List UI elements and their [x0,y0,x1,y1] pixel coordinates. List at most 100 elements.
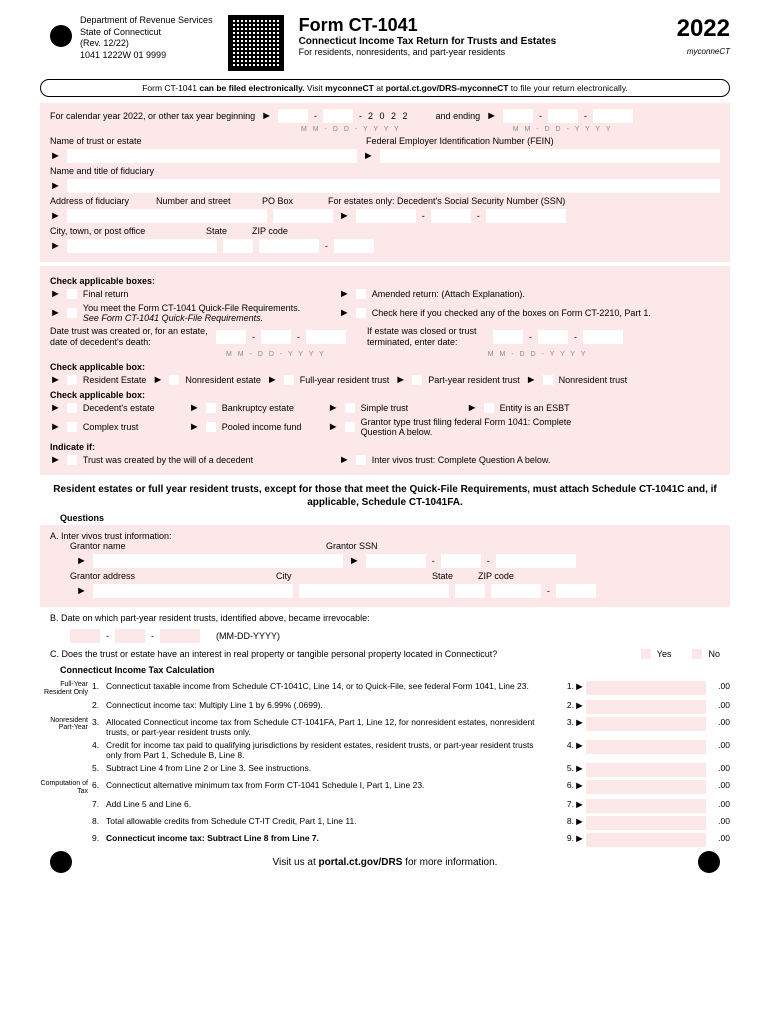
arrow-icon: ► [574,681,586,693]
simple-trust-checkbox[interactable] [345,403,355,413]
begin-mm-input[interactable] [278,109,308,123]
calc-input-2[interactable] [586,700,706,714]
final-return-checkbox[interactable] [67,289,77,299]
end-dd-input[interactable] [548,109,578,123]
zip-label: ZIP code [252,226,288,236]
grantor-addr-input[interactable] [93,584,293,598]
arrow-icon: ► [363,150,374,162]
grantor-type-checkbox[interactable] [345,422,355,432]
closed-label: If estate was closed or trust terminated… [367,326,487,348]
ct2210-checkbox[interactable] [356,308,366,318]
date-hint: M M - D D - Y Y Y Y [513,126,613,133]
resident-estate-checkbox[interactable] [67,375,77,385]
date-hint: M M - D D - Y Y Y Y [488,351,588,358]
calc-input-4[interactable] [586,740,706,754]
zip4-input[interactable] [334,239,374,253]
end-mm-input[interactable] [503,109,533,123]
city-label: City, town, or post office [50,226,200,236]
bankruptcy-checkbox[interactable] [206,403,216,413]
calc-line-1: Full-Year Resident Only 1. Connecticut t… [40,681,730,696]
calc-input-5[interactable] [586,763,706,777]
fullyear-trust-checkbox[interactable] [284,375,294,385]
calc-line-8: 8. Total allowable credits from Schedule… [40,816,730,830]
gssn1-input[interactable] [366,554,426,568]
quickfile-label2: See Form CT-1041 Quick-File Requirements… [83,313,263,323]
calc-line-num: 2. [92,700,106,710]
qb-dd-input[interactable] [115,629,145,643]
be-label: Bankruptcy estate [222,403,322,413]
efile-notice: Form CT-1041 can be filed electronically… [40,79,730,97]
boxes1-hdr: Check applicable boxes: [50,276,720,286]
ssn-label: For estates only: Decedent's Social Secu… [328,196,565,206]
calc-box-num: 8. [554,816,574,826]
calc-input-7[interactable] [586,799,706,813]
fein-input[interactable] [380,149,720,163]
arrow-icon: ► [395,374,406,386]
qc-yes-checkbox[interactable] [641,649,651,659]
calc-input-9[interactable] [586,833,706,847]
gname-label: Grantor name [70,541,320,551]
grantor-state-input[interactable] [455,584,485,598]
city-input[interactable] [67,239,217,253]
calc-line-text: Allocated Connecticut income tax from Sc… [106,717,554,737]
street-input[interactable] [67,209,267,223]
title-block: Form CT-1041 2022 Connecticut Income Tax… [299,15,730,57]
arrow-icon: ► [339,288,350,300]
ssn1-input[interactable] [356,209,416,223]
calc-input-1[interactable] [586,681,706,695]
zip-input[interactable] [259,239,319,253]
calc-input-8[interactable] [586,816,706,830]
fiduciary-label: Name and title of fiduciary [50,166,154,176]
calc-cents: .00 [706,717,730,727]
ssn3-input[interactable] [486,209,566,223]
calc-input-3[interactable] [586,717,706,731]
will-checkbox[interactable] [67,455,77,465]
closed-yy-input[interactable] [583,330,623,344]
decedent-estate-checkbox[interactable] [67,403,77,413]
arrow-icon: ► [339,210,350,222]
closed-mm-input[interactable] [493,330,523,344]
calc-input-6[interactable] [586,780,706,794]
pooled-income-checkbox[interactable] [206,422,216,432]
gssn-label: Grantor SSN [326,541,378,551]
created-yy-input[interactable] [306,330,346,344]
gssn3-input[interactable] [496,554,576,568]
begin-dd-input[interactable] [323,109,353,123]
quickfile-checkbox[interactable] [67,308,77,318]
nonresident-estate-checkbox[interactable] [169,375,179,385]
end-yyyy-input[interactable] [593,109,633,123]
ct-label: Complex trust [83,422,183,432]
pif-label: Pooled income fund [222,422,322,432]
pobox-input[interactable] [273,209,333,223]
qc-no-checkbox[interactable] [692,649,702,659]
question-b: B. Date on which part-year resident trus… [50,613,720,623]
calc-side-label: Nonresident Part-Year [40,717,92,732]
amended-checkbox[interactable] [356,289,366,299]
qb-mm-input[interactable] [70,629,100,643]
qb-yy-input[interactable] [160,629,200,643]
nonresident-trust-checkbox[interactable] [543,375,553,385]
complex-trust-checkbox[interactable] [67,422,77,432]
state-input[interactable] [223,239,253,253]
created-dd-input[interactable] [261,330,291,344]
trust-name-label: Name of trust or estate [50,136,360,146]
grantor-name-input[interactable] [93,554,343,568]
yes-label: Yes [657,649,672,659]
grantor-zip4-input[interactable] [556,584,596,598]
form-number: Form CT-1041 [299,15,418,36]
arrow-icon: ► [339,454,350,466]
intervivos-checkbox[interactable] [356,455,366,465]
grantor-zip-input[interactable] [491,584,541,598]
calc-line-3: Nonresident Part-Year 3. Allocated Conne… [40,717,730,737]
partyear-trust-checkbox[interactable] [412,375,422,385]
trust-name-input[interactable] [67,149,357,163]
calc-line-text: Total allowable credits from Schedule CT… [106,816,554,826]
grantor-city-input[interactable] [299,584,449,598]
fiduciary-input[interactable] [67,179,720,193]
calc-line-num: 5. [92,763,106,773]
closed-dd-input[interactable] [538,330,568,344]
ssn2-input[interactable] [431,209,471,223]
esbt-checkbox[interactable] [484,403,494,413]
gssn2-input[interactable] [441,554,481,568]
created-mm-input[interactable] [216,330,246,344]
